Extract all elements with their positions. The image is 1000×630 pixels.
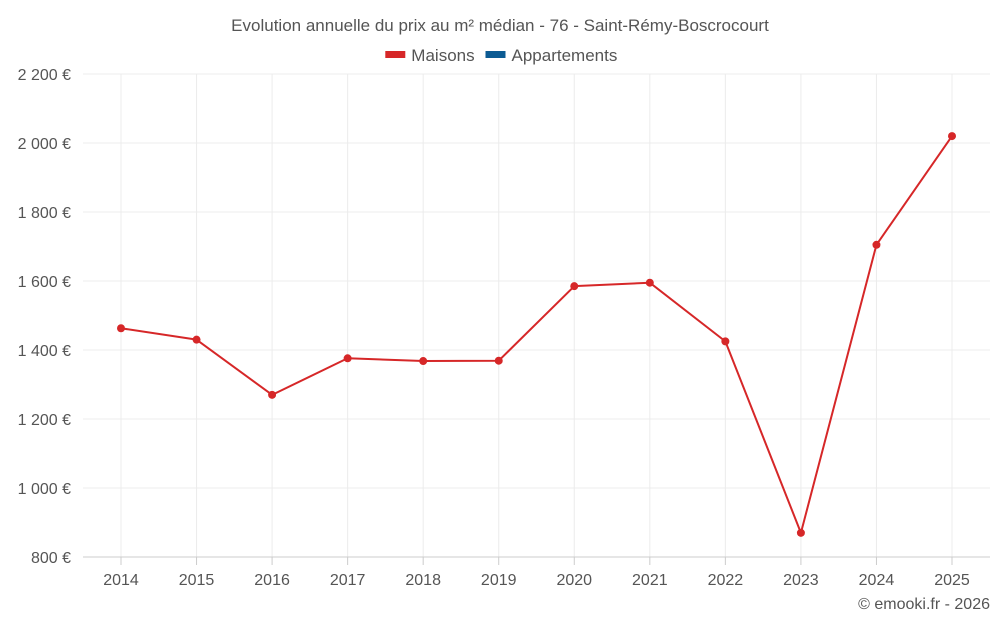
x-tick-label: 2024 [859, 572, 895, 589]
x-tick-label: 2016 [254, 572, 290, 589]
y-tick-label: 1 000 € [18, 481, 71, 498]
legend-label: Maisons [411, 46, 474, 65]
y-axis: 800 € 1 000 € 1 200 € 1 400 € 1 600 € 1 800 €… [18, 67, 71, 567]
data-point[interactable] [343, 354, 352, 363]
data-point[interactable] [494, 356, 503, 365]
y-tick-label: 2 200 € [18, 67, 71, 84]
data-point[interactable] [721, 337, 730, 346]
series-layer [117, 132, 956, 537]
data-point[interactable] [645, 278, 654, 287]
y-tick-label: 1 800 € [18, 205, 71, 222]
x-tick-label: 2019 [481, 572, 517, 589]
data-point[interactable] [419, 357, 428, 366]
x-tick-label: 2015 [179, 572, 215, 589]
y-tick-label: 1 600 € [18, 274, 71, 291]
data-point[interactable] [948, 132, 956, 141]
legend-item-appartements[interactable]: Appartements [485, 46, 618, 65]
x-tick-label: 2018 [405, 572, 441, 589]
x-tick-label: 2025 [934, 572, 970, 589]
x-tick-label: 2022 [708, 572, 744, 589]
y-tick-label: 1 400 € [18, 343, 71, 360]
y-tick-label: 800 € [31, 550, 71, 567]
data-point[interactable] [268, 390, 277, 399]
y-tick-label: 2 000 € [18, 136, 71, 153]
x-axis: 2014 2015 2016 2017 2018 2019 2020 2021 2022 2023… [83, 556, 990, 589]
data-point[interactable] [796, 528, 805, 537]
series-line-maisons [120, 135, 953, 534]
data-point[interactable] [117, 324, 125, 333]
x-tick-label: 2023 [783, 572, 819, 589]
data-point[interactable] [872, 240, 881, 249]
legend-swatch [485, 51, 506, 58]
footer-credit: © emooki.fr - 2026 [858, 596, 990, 613]
x-tick-label: 2014 [103, 572, 139, 589]
data-point[interactable] [570, 282, 579, 291]
chart-title: Evolution annuelle du prix au m² médian … [231, 16, 769, 35]
x-tick-label: 2017 [330, 572, 366, 589]
legend-label: Appartements [512, 46, 618, 65]
data-point[interactable] [192, 335, 201, 344]
legend-swatch [385, 51, 406, 58]
legend-item-maisons[interactable]: Maisons [385, 46, 475, 65]
y-tick-label: 1 200 € [18, 412, 71, 429]
x-tick-label: 2021 [632, 572, 668, 589]
grid [83, 73, 990, 557]
x-tick-label: 2020 [556, 572, 592, 589]
legend: Maisons Appartements [385, 46, 617, 65]
